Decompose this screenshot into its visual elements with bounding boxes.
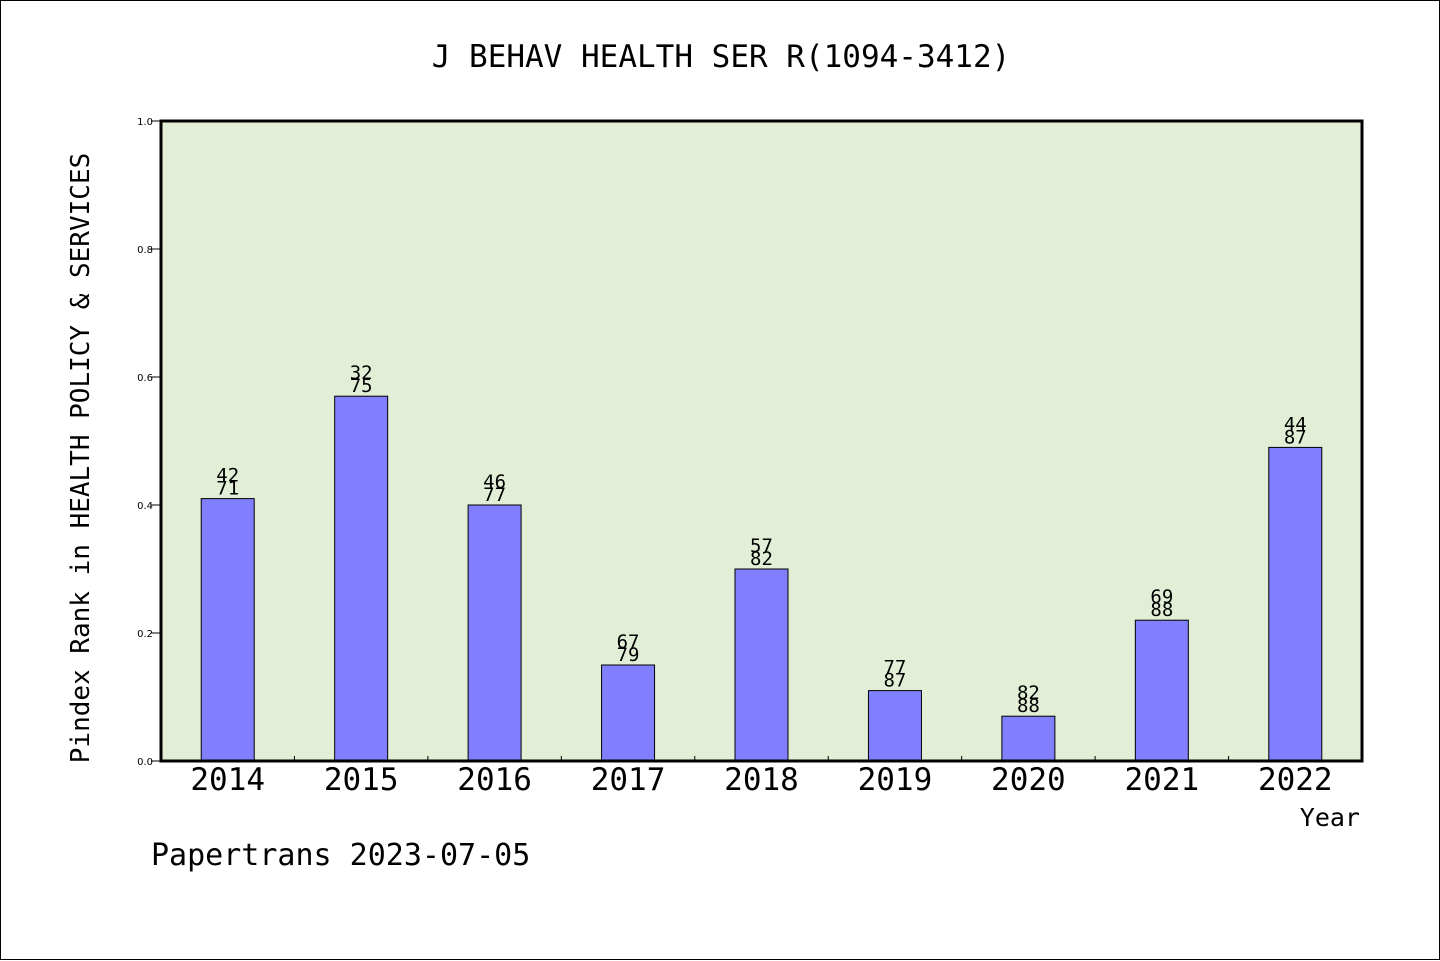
y-tick-label: 0.6 [137, 373, 153, 384]
y-tick-label: 0.2 [137, 629, 153, 640]
x-tick-label: 2015 [324, 762, 399, 798]
bar-2016 [467, 504, 522, 762]
bar-rank-label: 82 [1017, 682, 1040, 704]
plot-border [159, 119, 1364, 763]
x-tick-label: 2021 [1125, 762, 1200, 798]
y-tick-label: 0.8 [137, 245, 153, 256]
footer-credit: Papertrans 2023-07-05 [151, 838, 530, 873]
x-tick-label: 2019 [858, 762, 933, 798]
bar-2021 [1134, 619, 1189, 762]
x-tick-label: 2016 [457, 762, 532, 798]
x-tick-label: 2017 [591, 762, 666, 798]
bar-2018 [734, 568, 789, 762]
x-tick-label: 2018 [724, 762, 799, 798]
bar-2022 [1268, 446, 1323, 762]
bar-rank-label: 57 [750, 535, 773, 557]
y-tick-label: 0.4 [137, 501, 153, 512]
bar-2019 [867, 690, 922, 762]
bar-total-label: 82 [750, 548, 773, 570]
bar-2017 [601, 664, 656, 762]
x-tick-label: 2022 [1258, 762, 1333, 798]
x-axis-label: Year [1300, 803, 1360, 832]
bar-rank-label: 32 [350, 362, 373, 384]
bar-total-label: 71 [216, 478, 239, 500]
bar-rank-label: 67 [617, 631, 640, 653]
bar-rank-label: 77 [883, 657, 906, 679]
bar-total-label: 87 [1284, 426, 1307, 448]
x-tick-label: 2014 [190, 762, 265, 798]
bar-2014 [200, 498, 255, 762]
bar-2015 [334, 395, 389, 762]
y-tick-label: 0.0 [137, 757, 153, 768]
bar-rank-label: 46 [483, 471, 506, 493]
bar-total-label: 87 [883, 670, 906, 692]
bar-total-label: 75 [350, 375, 373, 397]
bar-total-label: 88 [1150, 599, 1173, 621]
bar-rank-label: 44 [1284, 413, 1307, 435]
y-axis-label: Pindex Rank in HEALTH POLICY & SERVICES [66, 153, 96, 763]
chart-title: J BEHAV HEALTH SER R(1094-3412) [432, 39, 1011, 75]
bar-total-label: 79 [617, 644, 640, 666]
y-tick-label: 1.0 [137, 117, 153, 128]
bar-rank-label: 42 [216, 465, 239, 487]
bar-rank-label: 69 [1150, 586, 1173, 608]
x-tick-label: 2020 [991, 762, 1066, 798]
bar-2020 [1001, 715, 1056, 762]
bar-total-label: 77 [483, 484, 506, 506]
bar-total-label: 88 [1017, 695, 1040, 717]
